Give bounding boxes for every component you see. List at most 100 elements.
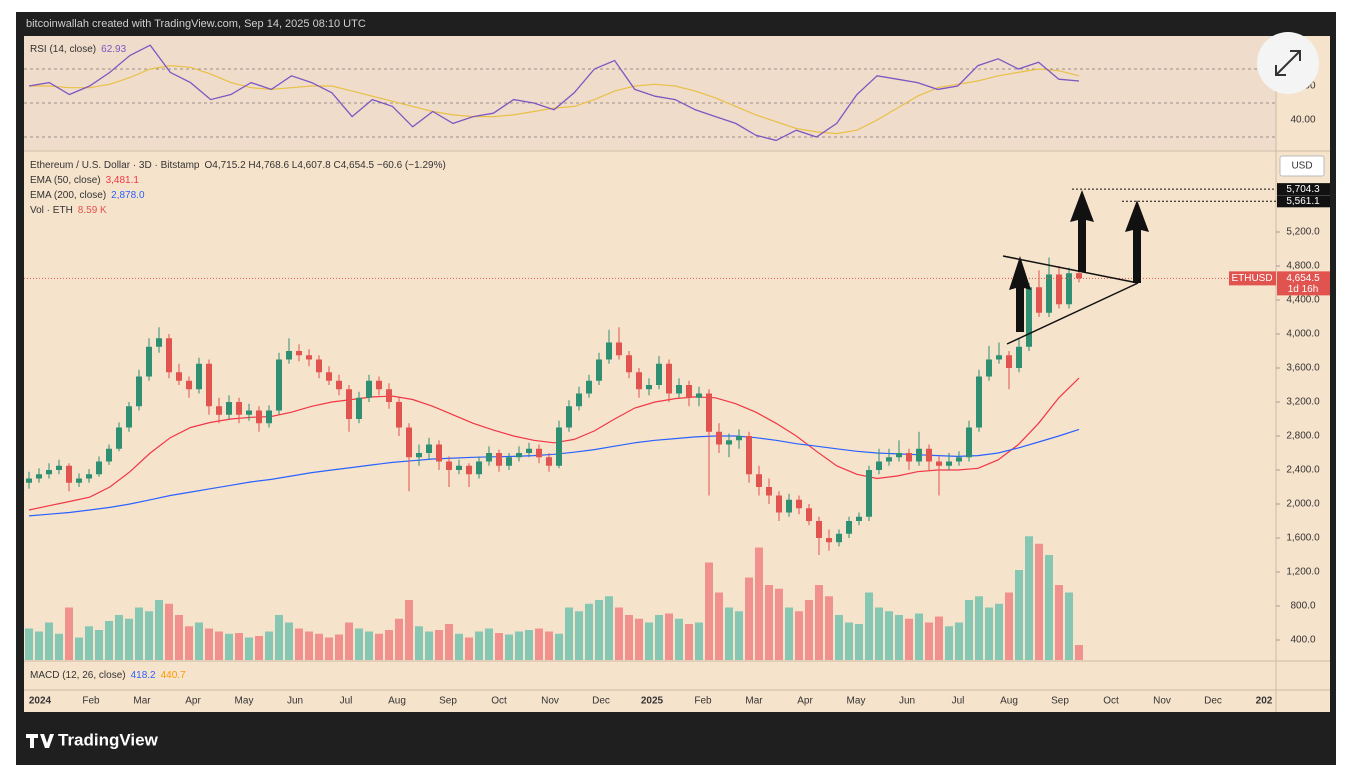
legend: EMA (50, close) 3,481.1: [30, 175, 139, 186]
volume-bar: [425, 631, 433, 660]
volume-bar: [895, 615, 903, 660]
candle-body: [1056, 274, 1062, 305]
candle-body: [426, 444, 432, 454]
price-tag-name: ETHUSD: [1231, 273, 1272, 284]
candle-body: [676, 385, 682, 394]
volume-bar: [385, 630, 393, 660]
currency-box: [1279, 155, 1325, 177]
volume-bar: [595, 600, 603, 660]
candle-body: [856, 516, 862, 522]
volume-bar: [745, 577, 753, 660]
candle-body: [706, 393, 712, 432]
candle-body: [126, 406, 132, 428]
candle-body: [686, 385, 692, 398]
y-tick-label: 2,800.0: [1286, 431, 1320, 442]
volume-bar: [65, 607, 73, 660]
candle-body: [26, 478, 32, 483]
candle-body: [596, 359, 602, 381]
target-box: [1277, 195, 1330, 208]
x-tick-label: Jun: [899, 696, 915, 707]
candle-body: [846, 521, 852, 534]
candle-body: [526, 448, 532, 454]
volume-bar: [945, 626, 953, 660]
volume-bar: [665, 613, 673, 660]
candle-body: [166, 338, 172, 373]
volume-bar: [515, 631, 523, 660]
candle-body: [326, 372, 332, 381]
candle-body: [416, 453, 422, 458]
y-tick-label: 2,400.0: [1286, 465, 1320, 476]
candle-body: [296, 351, 302, 356]
rsi-ma-line: [29, 64, 1080, 135]
volume-bar: [675, 618, 683, 660]
candle-body: [306, 355, 312, 360]
candle-body: [446, 461, 452, 471]
volume-bar: [975, 596, 983, 660]
volume-bar: [1005, 592, 1013, 660]
candle-body: [96, 461, 102, 475]
x-tick-label: Apr: [797, 696, 813, 707]
volume-bar: [395, 618, 403, 660]
candle-body: [1076, 273, 1082, 279]
x-tick-label: Dec: [592, 696, 610, 707]
volume-bar: [575, 611, 583, 660]
legend-part: 418.2: [131, 670, 156, 681]
price-tag-countdown: 1d 16h: [1288, 284, 1319, 295]
x-tick-label: Aug: [1000, 696, 1018, 707]
candle-body: [586, 380, 592, 394]
volume-bar: [485, 628, 493, 660]
candle-body: [466, 465, 472, 475]
legend-part: 2,878.0: [111, 190, 145, 201]
x-tick-label: Feb: [82, 696, 100, 707]
volume-bar: [685, 624, 693, 660]
legend-part: MACD (12, 26, close): [30, 670, 126, 681]
candle-body: [206, 363, 212, 407]
volume-bar: [455, 633, 463, 660]
arrow: [1070, 190, 1094, 272]
legend-part: 62.93: [101, 44, 126, 55]
x-tick-label: May: [235, 696, 254, 707]
volume-bar: [775, 588, 783, 660]
candle-body: [186, 380, 192, 390]
x-tick-label: Apr: [185, 696, 201, 707]
candle-body: [436, 444, 442, 462]
volume-bar: [545, 631, 553, 660]
candle-body: [396, 402, 402, 428]
volume-bar: [885, 611, 893, 660]
volume-bar: [695, 622, 703, 660]
candle-body: [976, 376, 982, 428]
candle-body: [496, 453, 502, 466]
candle-body: [746, 436, 752, 475]
candle-body: [756, 474, 762, 488]
price-tag-name-box: [1229, 271, 1276, 286]
candle-body: [986, 359, 992, 377]
volume-bar: [85, 626, 93, 660]
candle-body: [366, 380, 372, 398]
candle-body: [786, 499, 792, 513]
volume-bar: [365, 631, 373, 660]
candle-body: [506, 457, 512, 466]
volume-bar: [815, 585, 823, 660]
x-tick-label: Oct: [1103, 696, 1119, 707]
candle-body: [696, 393, 702, 398]
candle-body: [66, 465, 72, 483]
candle-body: [896, 453, 902, 458]
legend: EMA (200, close) 2,878.0: [30, 190, 145, 201]
candle-body: [156, 338, 162, 347]
volume-bar: [405, 600, 413, 660]
candle-body: [606, 342, 612, 360]
candle-body: [936, 461, 942, 466]
volume-bar: [615, 607, 623, 660]
volume-bar: [965, 600, 973, 660]
legend-part: Vol · ETH: [30, 205, 73, 216]
candle-body: [966, 427, 972, 458]
volume-bar: [705, 562, 713, 660]
volume-bar: [505, 634, 513, 660]
volume-bar: [275, 615, 283, 660]
candle-body: [826, 538, 832, 543]
volume-bar: [415, 626, 423, 660]
y-tick-label: 1,200.0: [1286, 567, 1320, 578]
candle-body: [956, 457, 962, 462]
candle-body: [516, 453, 522, 458]
x-tick-label: Dec: [1204, 696, 1222, 707]
